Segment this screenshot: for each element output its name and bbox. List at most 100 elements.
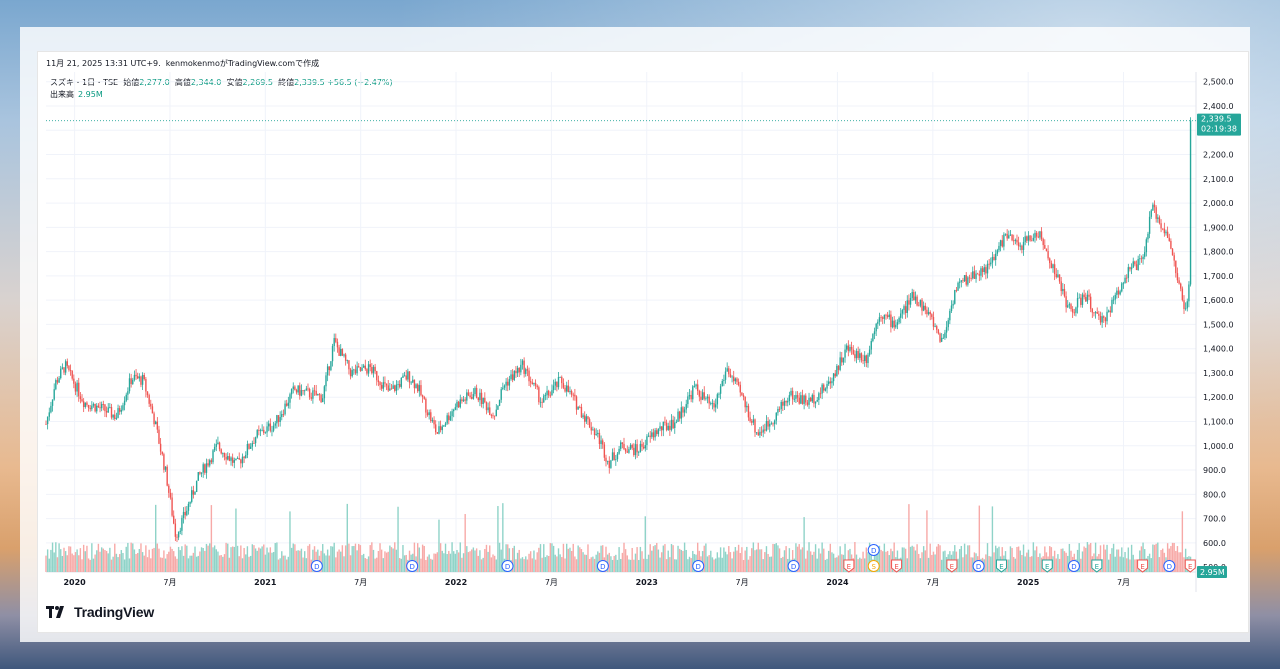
- candle-body: [957, 282, 959, 291]
- y-tick-label: 1,900.0: [1203, 223, 1234, 232]
- volume-bar: [713, 559, 715, 572]
- candle-body: [791, 390, 794, 400]
- candle-body: [371, 367, 373, 374]
- chart-frame: 11月 21, 2025 13:31 UTC+9. kenmokenmoがTra…: [37, 51, 1249, 633]
- volume-bar: [431, 559, 434, 572]
- volume-bar: [611, 559, 614, 572]
- y-tick-label: 2,000.0: [1203, 199, 1234, 208]
- volume-bar: [430, 558, 432, 572]
- volume-bar: [1058, 558, 1061, 572]
- price-chart[interactable]: 500.0600.0700.0800.0900.01,000.01,100.01…: [38, 52, 1248, 632]
- candle-body: [325, 375, 327, 387]
- candle-body: [315, 390, 317, 396]
- candle-body: [1052, 264, 1054, 269]
- volume-bar: [934, 554, 936, 572]
- candle-body: [274, 423, 276, 426]
- volume-bar: [631, 547, 633, 572]
- candle-body: [834, 373, 836, 377]
- volume-bar: [1112, 543, 1115, 572]
- volume-bar: [520, 558, 522, 572]
- candle-body: [259, 430, 262, 432]
- candle-body: [136, 376, 139, 379]
- volume-bar: [104, 550, 106, 572]
- volume-bar: [1125, 558, 1128, 572]
- candle-body: [742, 395, 745, 397]
- candle-body: [222, 453, 224, 454]
- candle-body: [374, 366, 376, 372]
- candle-body: [546, 390, 548, 396]
- volume-bar: [493, 555, 496, 572]
- candle-body: [192, 490, 195, 495]
- candle-body: [891, 320, 894, 328]
- candle-body: [808, 397, 810, 405]
- volume-label[interactable]: 出来高: [50, 90, 74, 99]
- candle-body: [850, 346, 853, 350]
- volume-bar: [78, 555, 80, 572]
- volume-bar: [398, 558, 401, 572]
- volume-bar: [1173, 542, 1175, 572]
- volume-bar: [405, 554, 407, 572]
- volume-bar: [770, 556, 773, 572]
- volume-bar: [89, 559, 91, 572]
- volume-bar: [1086, 542, 1089, 572]
- symbol-label[interactable]: スズキ・1日・TSE: [50, 78, 119, 87]
- candle-body: [1094, 312, 1097, 313]
- candle-body: [647, 435, 650, 437]
- tradingview-logo[interactable]: TradingView: [46, 604, 154, 620]
- volume-bar: [1027, 549, 1030, 572]
- candle-body: [654, 430, 656, 438]
- candle-body: [921, 299, 923, 311]
- candle-body: [823, 384, 825, 391]
- volume-bar: [277, 559, 280, 572]
- x-tick-label: 2024: [826, 578, 849, 587]
- volume-bar: [186, 545, 188, 572]
- candle-body: [790, 390, 792, 396]
- bar-countdown: 02:19:38: [1201, 125, 1237, 134]
- y-tick-label: 800.0: [1203, 490, 1226, 499]
- candle-body: [379, 382, 381, 386]
- candle-body: [639, 443, 642, 452]
- candle-body: [438, 426, 440, 434]
- volume-bar: [836, 557, 838, 572]
- candle-body: [559, 377, 561, 378]
- volume-bar: [51, 542, 54, 572]
- candle-body: [1127, 267, 1130, 278]
- dividend-marker-icon: [972, 560, 985, 572]
- volume-bar: [909, 546, 912, 572]
- volume-bar: [986, 543, 989, 572]
- volume-bar: [733, 551, 735, 572]
- volume-bar: [1170, 546, 1172, 572]
- candle-body: [844, 349, 846, 358]
- volume-bar: [464, 514, 466, 572]
- volume-bar: [150, 558, 152, 572]
- volume-bar: [1057, 554, 1059, 572]
- candle-body: [538, 387, 540, 403]
- candle-body: [367, 364, 370, 374]
- volume-bar: [595, 554, 597, 572]
- candle-body: [839, 357, 841, 370]
- candle-body: [495, 409, 497, 417]
- candle-body: [349, 369, 352, 377]
- volume-bar: [588, 558, 591, 572]
- volume-bar: [1032, 542, 1035, 572]
- candle-body: [816, 400, 818, 402]
- candle-body: [826, 384, 828, 389]
- candle-body: [1078, 297, 1080, 299]
- candle-body: [304, 390, 306, 392]
- event-marker-label: D: [871, 547, 876, 555]
- candle-body: [82, 401, 85, 407]
- volume-bar: [127, 542, 129, 572]
- candle-body: [687, 396, 689, 405]
- candle-body: [726, 368, 728, 372]
- volume-bar: [922, 546, 925, 572]
- volume-bar: [1052, 556, 1054, 572]
- candle-body: [731, 376, 733, 378]
- volume-bar: [485, 544, 488, 572]
- volume-bar: [978, 505, 981, 572]
- candle-body: [831, 381, 833, 384]
- candle-body: [128, 378, 131, 392]
- candle-body: [64, 361, 67, 373]
- volume-bar: [297, 550, 299, 572]
- volume-bar: [477, 555, 479, 572]
- candle-body: [981, 268, 984, 273]
